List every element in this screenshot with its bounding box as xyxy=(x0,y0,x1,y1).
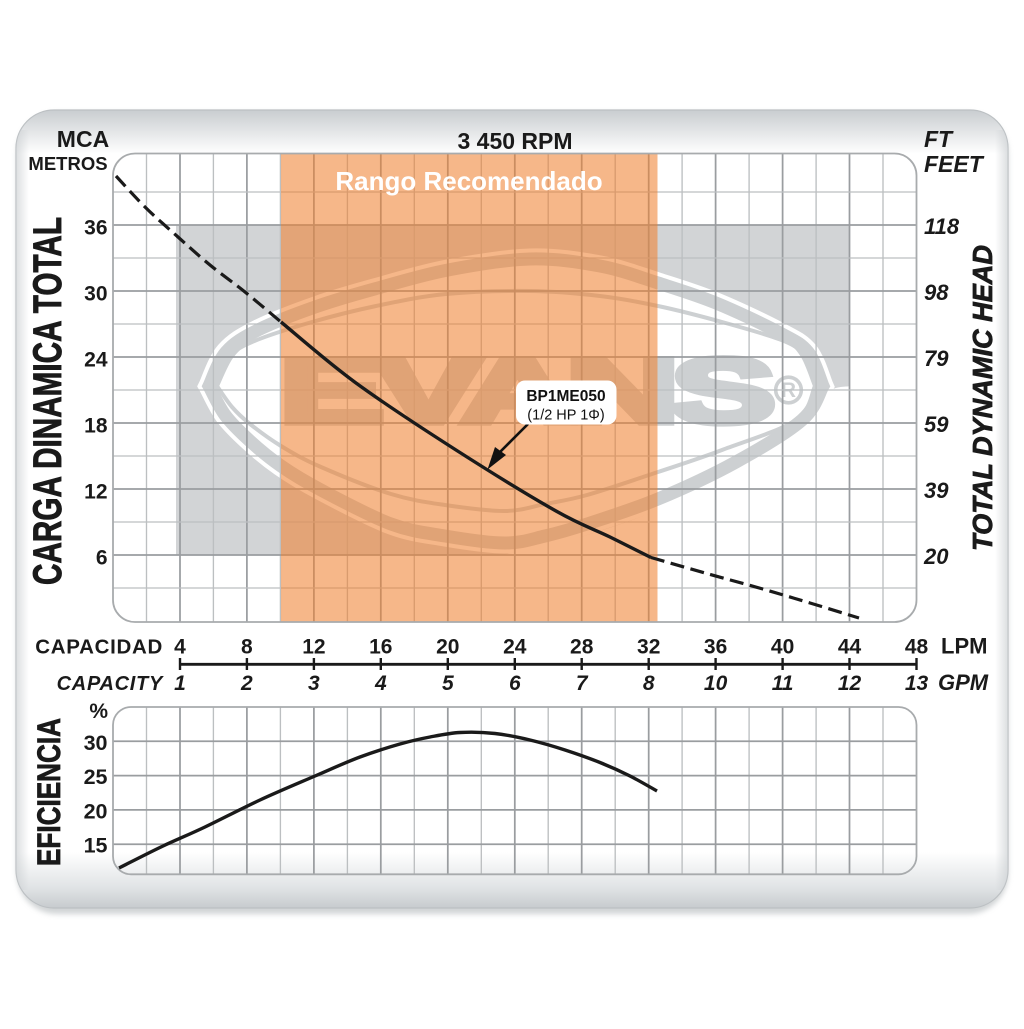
svg-text:118: 118 xyxy=(924,214,960,239)
svg-text:7: 7 xyxy=(576,672,589,695)
svg-text:12: 12 xyxy=(838,672,862,695)
svg-text:TOTAL DYNAMIC HEAD: TOTAL DYNAMIC HEAD xyxy=(967,245,998,551)
svg-text:30: 30 xyxy=(84,731,108,755)
svg-text:8: 8 xyxy=(241,636,253,659)
svg-text:GPM: GPM xyxy=(938,670,989,695)
svg-text:5: 5 xyxy=(442,672,454,695)
svg-text:EFICIENCIA: EFICIENCIA xyxy=(31,718,67,866)
svg-text:13: 13 xyxy=(905,672,929,695)
svg-text:10: 10 xyxy=(704,672,728,695)
svg-text:11: 11 xyxy=(772,672,794,695)
svg-text:30: 30 xyxy=(84,282,107,305)
svg-text:12: 12 xyxy=(302,636,325,659)
svg-text:24: 24 xyxy=(84,348,108,371)
svg-text:(1/2 HP 1Φ): (1/2 HP 1Φ) xyxy=(527,408,604,424)
svg-text:18: 18 xyxy=(84,414,108,437)
svg-text:32: 32 xyxy=(637,636,660,659)
svg-text:2: 2 xyxy=(240,672,253,695)
svg-text:39: 39 xyxy=(924,478,949,503)
svg-text:3 450 RPM: 3 450 RPM xyxy=(457,128,572,154)
svg-text:20: 20 xyxy=(84,799,108,823)
svg-text:FEET: FEET xyxy=(924,151,985,177)
svg-text:44: 44 xyxy=(838,636,862,659)
svg-text:4: 4 xyxy=(174,636,186,659)
svg-text:METROS: METROS xyxy=(28,153,107,174)
svg-text:16: 16 xyxy=(369,636,392,659)
svg-text:3: 3 xyxy=(308,672,320,695)
svg-text:4: 4 xyxy=(374,672,387,695)
svg-text:CAPACITY: CAPACITY xyxy=(57,673,164,695)
svg-text:BP1ME050: BP1ME050 xyxy=(526,388,605,405)
svg-text:20: 20 xyxy=(436,636,459,659)
svg-text:8: 8 xyxy=(643,672,655,695)
svg-text:48: 48 xyxy=(905,636,929,659)
svg-text:CAPACIDAD: CAPACIDAD xyxy=(35,636,163,659)
svg-text:Rango Recomendado: Rango Recomendado xyxy=(335,166,602,196)
svg-text:6: 6 xyxy=(509,672,521,695)
svg-text:98: 98 xyxy=(924,280,949,305)
svg-text:%: % xyxy=(89,700,108,723)
svg-text:CARGA DINAMICA TOTAL: CARGA DINAMICA TOTAL xyxy=(26,217,70,585)
svg-text:24: 24 xyxy=(503,636,527,659)
svg-text:MCA: MCA xyxy=(57,126,109,152)
svg-text:36: 36 xyxy=(704,636,727,659)
svg-text:6: 6 xyxy=(96,546,108,569)
svg-text:LPM: LPM xyxy=(941,634,987,659)
svg-text:FT: FT xyxy=(924,126,954,152)
svg-text:79: 79 xyxy=(924,346,949,371)
svg-text:36: 36 xyxy=(84,216,107,239)
svg-text:59: 59 xyxy=(924,412,949,437)
svg-text:15: 15 xyxy=(84,834,108,858)
svg-text:40: 40 xyxy=(771,636,794,659)
svg-text:1: 1 xyxy=(174,672,186,695)
svg-text:20: 20 xyxy=(923,544,949,569)
svg-text:28: 28 xyxy=(570,636,594,659)
svg-text:12: 12 xyxy=(84,480,107,503)
svg-text:25: 25 xyxy=(84,765,108,789)
